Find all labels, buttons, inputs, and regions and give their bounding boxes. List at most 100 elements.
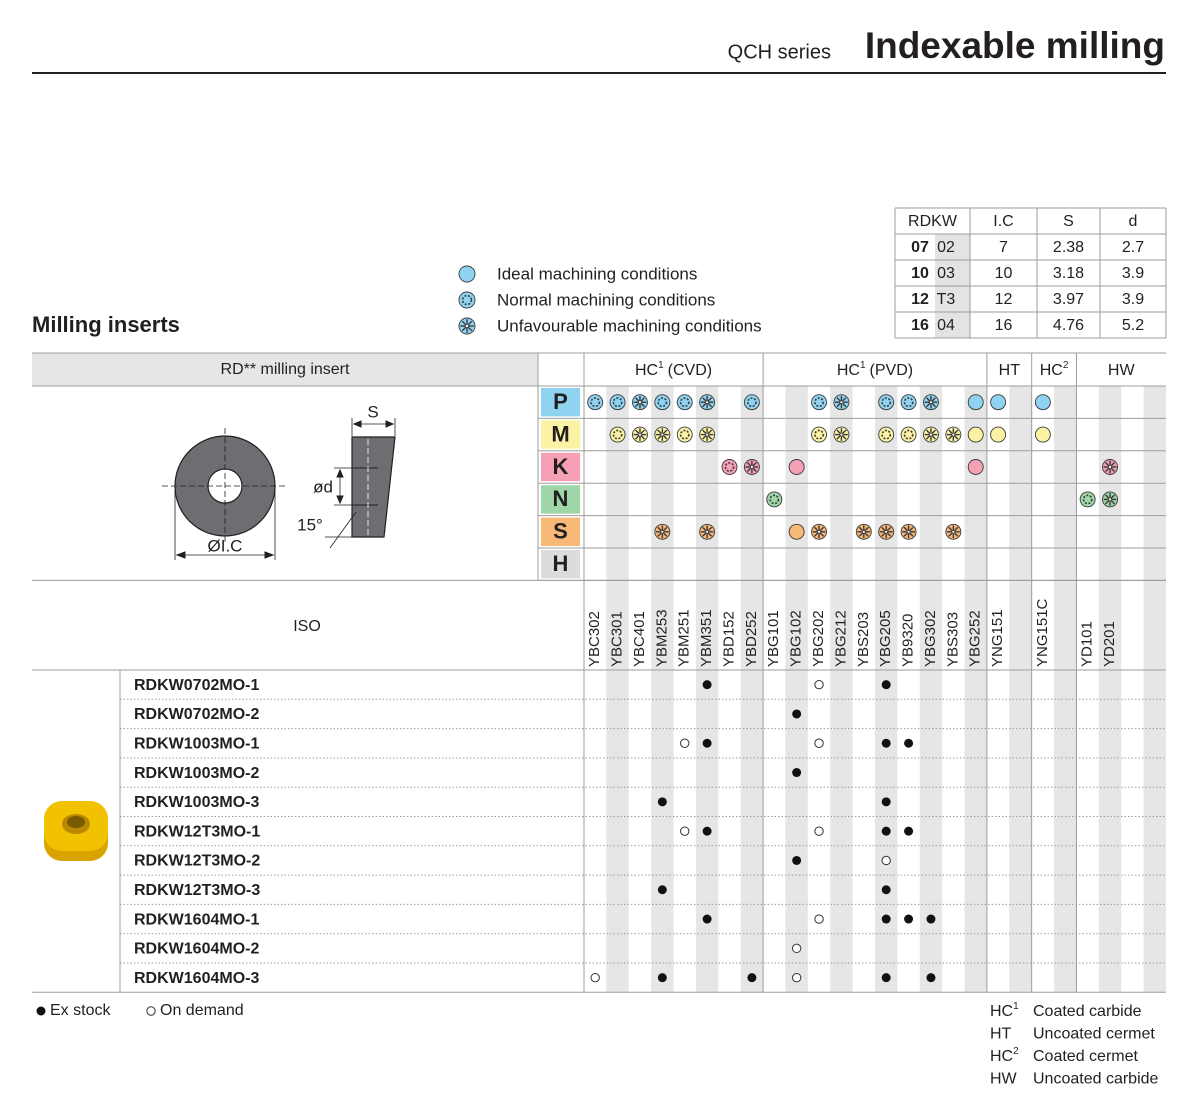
product-code: RDKW12T3MO-3 xyxy=(134,882,260,899)
size-code: 10 xyxy=(911,265,929,282)
abbr-code-text: HT xyxy=(990,1026,1012,1043)
material-box xyxy=(541,485,580,514)
condition-symbol xyxy=(743,394,760,411)
symbol-petal xyxy=(657,532,662,537)
column-shade xyxy=(964,386,987,993)
availability-mark xyxy=(36,1006,46,1016)
symbol-disc xyxy=(766,491,783,508)
symbol-petal xyxy=(752,461,757,467)
condition-symbol xyxy=(721,459,738,475)
dim-value: 10 xyxy=(995,265,1013,282)
group-suffix: (PVD) xyxy=(870,362,914,379)
condition-symbol xyxy=(654,523,671,540)
symbol-petal xyxy=(836,429,841,434)
legend-label: Unfavourable machining conditions xyxy=(497,316,762,335)
abbr-code-text: HW xyxy=(990,1071,1018,1088)
product-code: RDKW1003MO-2 xyxy=(134,765,259,782)
column-shade xyxy=(1098,386,1122,993)
symbol-petal xyxy=(746,467,752,473)
availability-mark xyxy=(791,943,802,954)
grade-label: YBG202 xyxy=(810,610,827,667)
condition-symbol xyxy=(654,394,671,411)
condition-symbol xyxy=(990,426,1007,443)
grade-label: YBG252 xyxy=(967,610,984,667)
dim-d: ød xyxy=(313,477,333,496)
condition-symbol xyxy=(923,394,939,411)
symbol-petal xyxy=(819,532,825,537)
symbol-petal xyxy=(836,435,841,440)
symbol-petal xyxy=(461,326,467,332)
dim-value: 7 xyxy=(999,239,1008,256)
availability-mark xyxy=(926,973,936,983)
symbol-core xyxy=(839,432,844,437)
symbol-petal xyxy=(836,397,841,402)
on-demand-dot xyxy=(814,738,824,748)
material-letter: H xyxy=(553,551,569,576)
symbol-petal xyxy=(931,403,936,408)
symbol-ring xyxy=(657,397,668,408)
symbol-petal xyxy=(702,532,707,537)
symbol-ring xyxy=(814,397,824,408)
availability-mark xyxy=(791,972,802,983)
condition-symbol xyxy=(833,426,850,443)
ex-stock-dot xyxy=(881,973,891,983)
symbol-petal xyxy=(931,397,936,402)
condition-symbol xyxy=(743,459,760,475)
availability-mark xyxy=(881,914,891,924)
dim-ic: ØI.C xyxy=(208,536,243,555)
symbol-petal xyxy=(925,397,931,402)
code-shade xyxy=(935,234,970,260)
column-shade xyxy=(695,386,719,993)
product-code: RDKW1604MO-3 xyxy=(134,970,259,987)
symbol-petal xyxy=(663,526,668,531)
dim-value: 3.18 xyxy=(1053,265,1084,282)
ex-stock-dot xyxy=(926,973,936,983)
symbol-petal xyxy=(903,526,908,531)
symbol-petal xyxy=(467,320,473,326)
condition-symbol xyxy=(967,394,984,411)
material-box xyxy=(541,452,580,482)
dim-header: RDKW xyxy=(908,213,958,230)
availability-mark xyxy=(590,972,600,983)
group-name: HC xyxy=(1040,362,1063,379)
symbol-petal xyxy=(640,397,645,402)
symbol-petal xyxy=(707,526,713,531)
symbol-ring xyxy=(769,494,780,505)
group-header: HT xyxy=(999,362,1021,379)
symbol-core xyxy=(839,400,844,405)
symbol-petal xyxy=(858,526,863,531)
ex-stock-dot xyxy=(702,914,712,924)
symbol-petal xyxy=(864,526,869,531)
availability-mark xyxy=(881,855,891,866)
grade-label: YBS303 xyxy=(944,612,961,667)
symbol-disc xyxy=(967,394,984,411)
size-code: 07 xyxy=(911,239,929,256)
on-demand-dot xyxy=(680,826,690,836)
availability-mark xyxy=(657,885,667,895)
group-sup: 1 xyxy=(658,360,664,371)
page-title: Indexable milling xyxy=(865,25,1165,66)
symbol-petal xyxy=(909,526,914,531)
group-name: HT xyxy=(999,362,1021,379)
dim-value: 5.2 xyxy=(1122,317,1144,334)
condition-symbol xyxy=(878,394,895,411)
symbol-disc xyxy=(967,426,984,443)
material-letter: P xyxy=(553,389,568,414)
group-sup: 1 xyxy=(860,360,866,371)
ex-stock-dot xyxy=(904,738,914,748)
abbr-code-text: HC xyxy=(990,1048,1013,1065)
condition-symbol xyxy=(878,523,895,540)
availability-mark xyxy=(702,680,712,690)
material-box xyxy=(541,388,580,417)
material-box xyxy=(541,517,580,546)
material-letter: M xyxy=(551,421,569,446)
symbol-disc xyxy=(900,394,917,411)
availability-mark xyxy=(792,768,802,778)
symbol-ring xyxy=(814,429,824,440)
symbol-petal xyxy=(909,532,914,537)
availability-mark xyxy=(881,973,891,983)
group-name: HW xyxy=(1108,362,1136,379)
column-shade xyxy=(740,386,764,993)
condition-symbol xyxy=(878,426,895,443)
on-demand-dot xyxy=(791,943,802,954)
